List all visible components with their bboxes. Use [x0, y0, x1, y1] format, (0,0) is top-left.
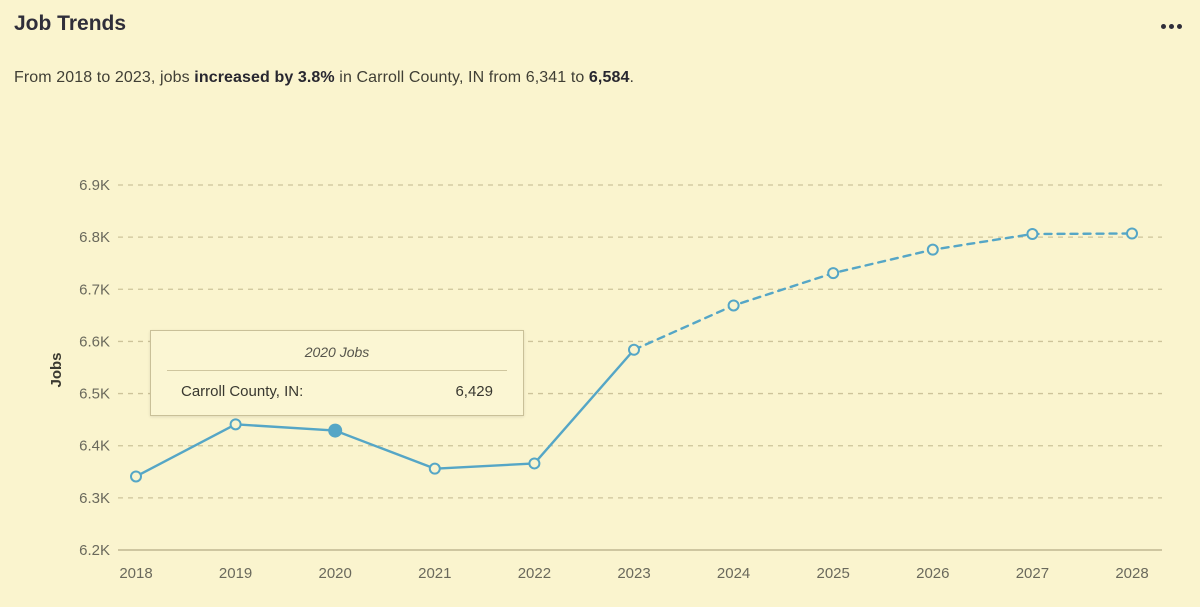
x-tick-label: 2022 [518, 565, 551, 582]
y-tick-label: 6.7K [79, 281, 110, 298]
data-point-2021[interactable] [428, 462, 441, 475]
summary-part-2: in Carroll County, IN from 6,341 to [334, 69, 589, 86]
data-point-2028[interactable] [1126, 227, 1138, 240]
y-tick-label: 6.9K [79, 177, 110, 194]
data-point-2019[interactable] [229, 418, 242, 431]
summary-bold-change: increased by 3.8% [194, 69, 335, 86]
data-point-2023[interactable] [628, 343, 640, 356]
data-point-2018[interactable] [130, 470, 142, 483]
x-tick-label: 2024 [717, 565, 750, 582]
summary-part-1: From 2018 to 2023, jobs [14, 69, 195, 86]
y-tick-label: 6.2K [79, 542, 110, 559]
x-tick-label: 2028 [1115, 565, 1148, 582]
tooltip-value: 6,429 [455, 383, 493, 400]
tooltip-divider [167, 370, 507, 371]
x-tick-label: 2021 [418, 565, 451, 582]
y-tick-label: 6.4K [79, 438, 110, 455]
menu-dot [1169, 24, 1174, 29]
x-tick-label: 2018 [119, 565, 152, 582]
data-point-2027[interactable] [1026, 228, 1039, 241]
summary-bold-endvalue: 6,584 [588, 69, 630, 86]
menu-dot [1161, 24, 1166, 29]
chart-tooltip: 2020 Jobs Carroll County, IN: 6,429 [150, 330, 524, 416]
y-tick-label: 6.6K [79, 333, 110, 350]
tooltip-title: 2020 Jobs [304, 344, 370, 360]
x-tick-label: 2025 [817, 565, 850, 582]
summary-part-3: . [629, 69, 635, 86]
tooltip-series-label: Carroll County, IN: [181, 383, 304, 400]
data-point-2022[interactable] [528, 457, 541, 470]
menu-dot [1177, 24, 1182, 29]
page-title: Job Trends [14, 12, 127, 35]
data-point-2024[interactable] [727, 299, 740, 312]
ellipsis-menu-icon[interactable] [1157, 20, 1186, 33]
data-point-2025[interactable] [827, 267, 840, 280]
y-tick-label: 6.3K [79, 490, 110, 507]
data-point-2026[interactable] [926, 243, 939, 256]
summary-text: From 2018 to 2023, jobs increased by 3.8… [14, 69, 634, 87]
trend-chart: 6.2K 6.3K 6.4K 6.5K 6.6K 6.7K 6.8K 6.9K 2018 2019… [79, 177, 1162, 582]
x-tick-label: 2023 [617, 565, 650, 582]
x-tick-label: 2020 [319, 565, 352, 582]
y-tick-label: 6.8K [79, 229, 110, 246]
actual-line [134, 348, 636, 478]
x-tick-label: 2027 [1016, 565, 1049, 582]
projected-line [632, 232, 1134, 351]
x-tick-label: 2019 [219, 565, 252, 582]
y-tick-label: 6.5K [79, 386, 110, 403]
data-point-2020-selected[interactable] [328, 423, 343, 438]
x-tick-label: 2026 [916, 565, 949, 582]
